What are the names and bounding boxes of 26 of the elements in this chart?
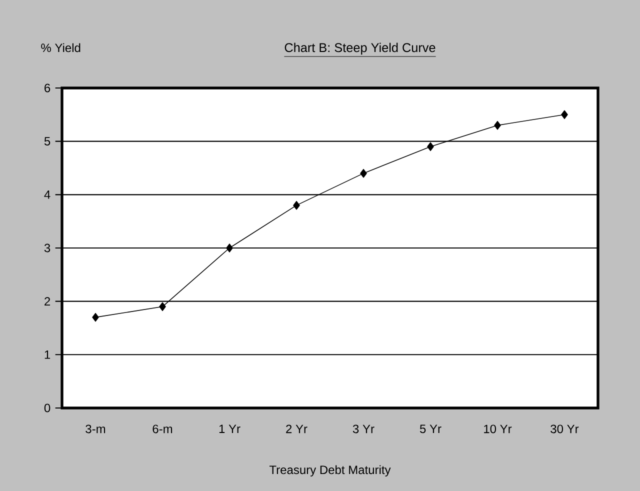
y-tick-label: 3 — [44, 244, 50, 252]
point — [360, 168, 367, 178]
point — [561, 110, 568, 120]
y-tick-label: 0 — [44, 404, 50, 412]
x-tick-label: 6-m — [152, 424, 172, 434]
x-tick-label: 3-m — [86, 424, 106, 434]
x-tick-label: 1 Yr — [219, 424, 240, 433]
point — [427, 142, 434, 152]
x-tick-label: 30 Yr — [550, 424, 579, 434]
point — [159, 302, 166, 312]
x-axis-title: Treasury Debt Maturity — [269, 465, 391, 476]
x-tick-label: 10 Yr — [484, 424, 512, 434]
y-tick-label: 1 — [44, 350, 50, 359]
x-tick-label: 5 Yr — [420, 424, 442, 434]
point — [293, 200, 300, 210]
y-tick-label: 6 — [44, 84, 50, 92]
point — [226, 244, 233, 252]
y-tick-label: 2 — [44, 297, 50, 306]
chart-title: Chart B: Steep Yield Curve — [284, 42, 436, 55]
y-axis-title: % Yield — [41, 43, 80, 52]
x-tick-label: 2 Yr — [286, 424, 308, 434]
point — [494, 120, 501, 130]
x-tick-label: 3 Yr — [352, 424, 374, 434]
y-tick-label: 5 — [44, 137, 50, 146]
y-tick-label: 4 — [44, 190, 50, 199]
point — [92, 312, 99, 322]
